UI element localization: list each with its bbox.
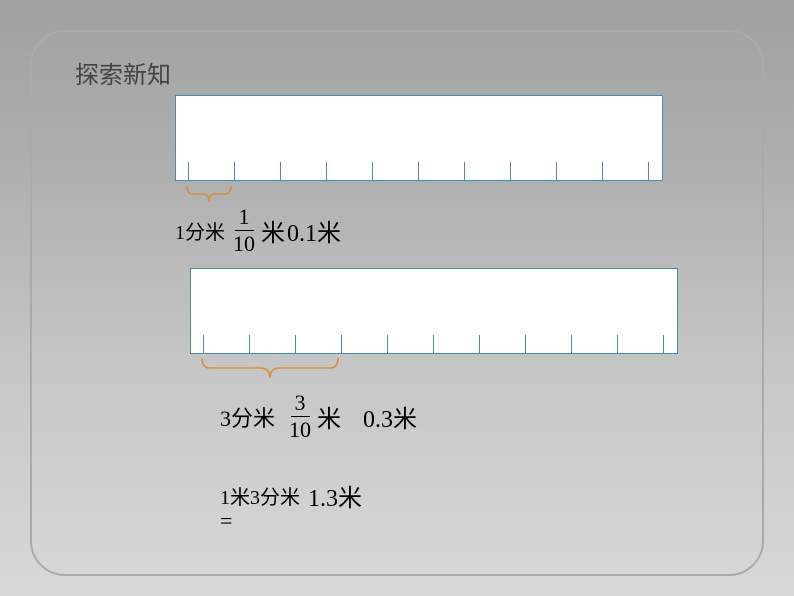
- text-line-3-eq: =: [220, 508, 232, 534]
- page-title: 探索新知: [75, 55, 171, 90]
- ruler2: [190, 268, 678, 354]
- text1-mid: 米: [261, 213, 285, 248]
- text1-num: 1: [235, 206, 254, 231]
- text-line-1: 1分米 1 10 米 0.1米: [175, 206, 341, 255]
- text3-decimal: 1.3米: [308, 478, 362, 513]
- text-line-2: 3分米 3 10 米 0.3米: [220, 392, 417, 441]
- text2-mid: 米: [317, 399, 341, 434]
- ruler1: [175, 95, 663, 181]
- text1-fraction: 1 10: [231, 206, 257, 255]
- text2-fraction: 3 10: [287, 392, 313, 441]
- text1-prefix: 1分米: [175, 216, 225, 245]
- text1-decimal: 0.1米: [287, 213, 341, 248]
- ruler1-bottom-brace: [185, 184, 233, 204]
- text2-num: 3: [291, 392, 310, 417]
- text3-line1: 1米3分米: [220, 481, 300, 510]
- ruler2-bottom-brace: [200, 356, 340, 380]
- text2-decimal: 0.3米: [363, 399, 417, 434]
- text3-eq: =: [220, 508, 232, 534]
- text1-den: 10: [231, 231, 257, 255]
- text-line-3: 1米3分米 1.3米: [220, 478, 362, 513]
- text2-den: 10: [287, 417, 313, 441]
- ruler1-ticks: [176, 160, 662, 180]
- ruler2-ticks: [191, 333, 677, 353]
- text2-prefix: 3分米: [220, 401, 275, 433]
